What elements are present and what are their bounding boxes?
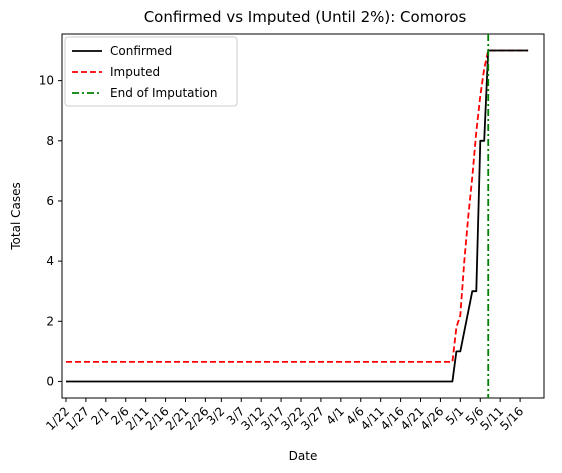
series-imputed-line [66,49,529,363]
legend: Confirmed Imputed End of Imputation [64,36,238,107]
y-tick-label: 6 [46,194,54,208]
legend-box [64,36,238,107]
plot-content [66,34,529,398]
x-tick-label: 5/1 [443,404,467,428]
legend-label-confirmed: Confirmed [110,44,172,58]
y-tick-label: 10 [39,74,54,88]
y-tick-label: 2 [46,314,54,328]
y-axis-label: Total Cases [9,182,23,250]
x-tick-label: 5/16 [497,404,526,433]
x-tick-label: 3/2 [204,404,228,428]
y-tick-label: 0 [46,374,54,388]
legend-label-imputed: Imputed [110,65,160,79]
x-axis: 1/221/272/12/62/112/162/212/263/23/73/12… [43,398,526,433]
y-tick-label: 8 [46,134,54,148]
plot-area-frame [61,33,545,399]
x-axis-label: Date [289,449,318,463]
series-confirmed-line [66,49,529,383]
chart-title: Confirmed vs Imputed (Until 2%): Comoros [144,8,467,26]
y-axis: 0 2 4 6 8 10 [39,74,62,388]
y-tick-label: 4 [46,254,54,268]
x-tick-label: 3/27 [298,404,327,433]
x-tick-label: 4/26 [418,404,447,433]
x-tick-label: 2/1 [88,404,112,428]
x-tick-label: 4/1 [323,404,347,428]
legend-label-end-of-imputation: End of Imputation [110,86,218,100]
x-tick-label: 1/27 [63,404,92,433]
